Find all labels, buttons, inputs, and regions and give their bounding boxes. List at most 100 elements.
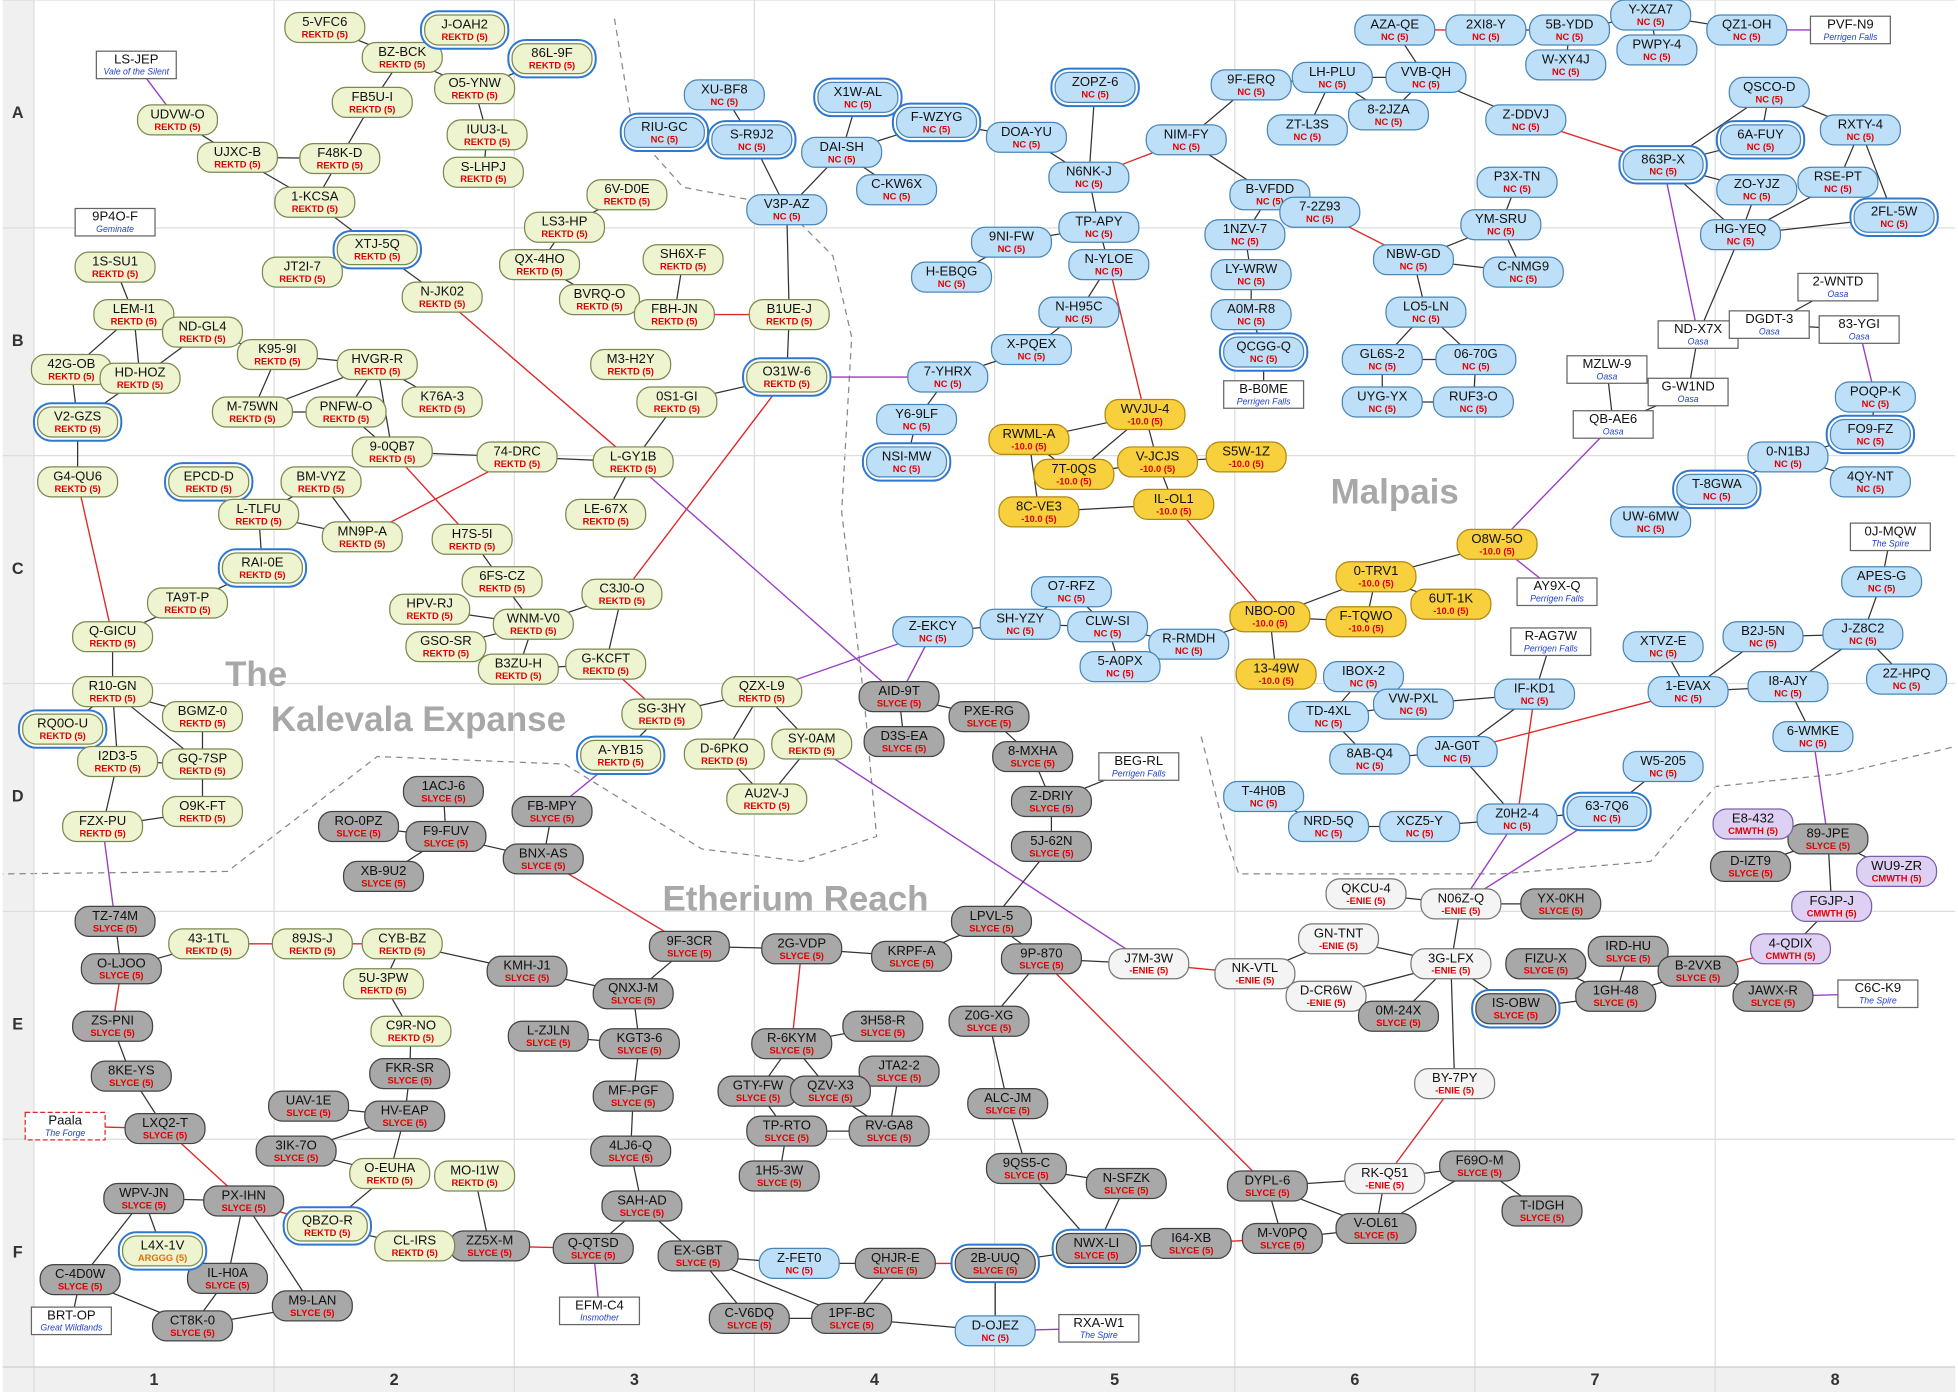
system[interactable]: J-Z8C2NC (5) [1823,619,1903,649]
system[interactable]: N-H95CNC (5) [1039,297,1119,327]
system[interactable]: 1-KCSAREKTD (5) [275,187,355,217]
system[interactable]: J7M-3W-ENIE (5) [1109,949,1189,979]
system[interactable]: V2-GZSREKTD (5) [34,403,121,440]
system[interactable]: 1NZV-7NC (5) [1205,220,1285,250]
system[interactable]: RSE-PTNC (5) [1798,167,1878,197]
system[interactable]: 6UT-1K-10.0 (5) [1411,589,1491,619]
system[interactable]: GN-TNT-ENIE (5) [1299,924,1379,954]
system[interactable]: POQP-KNC (5) [1835,382,1915,412]
system[interactable]: NK-VTL-ENIE (5) [1215,959,1295,989]
system[interactable]: IF-KD1NC (5) [1495,679,1575,709]
system[interactable]: NIM-FYNC (5) [1146,125,1226,155]
system[interactable]: QKCU-4-ENIE (5) [1326,879,1406,909]
system[interactable]: FO9-FZNC (5) [1827,416,1914,453]
system[interactable]: UJXC-BREKTD (5) [197,142,277,172]
system[interactable]: APES-GNC (5) [1842,567,1922,597]
system[interactable]: QCGG-QNC (5) [1220,333,1307,370]
system[interactable]: WVJU-4-10.0 (5) [1105,399,1185,429]
system[interactable]: NWX-LISLYCE (5) [1053,1230,1140,1267]
system[interactable]: NBO-O0-10.0 (5) [1230,602,1310,632]
system[interactable]: 4-QDIXCMWTH (5) [1751,934,1831,964]
system[interactable]: O-LJOOSLYCE (5) [81,954,161,984]
system[interactable]: O7-RFZNC (5) [1031,577,1111,607]
system[interactable]: O31W-6REKTD (5) [743,358,830,395]
system[interactable]: WPV-JNSLYCE (5) [104,1184,184,1214]
system[interactable]: YM-SRUNC (5) [1461,210,1541,240]
system[interactable]: M3-H2YREKTD (5) [591,350,671,380]
system[interactable]: 13-49W-10.0 (5) [1236,659,1316,689]
system[interactable]: AU2V-JREKTD (5) [727,784,807,814]
landmark[interactable]: BRT-OPGreat Wildlands [31,1307,111,1334]
system[interactable]: C-KW6XNC (5) [857,175,937,205]
system[interactable]: 6V-D0EREKTD (5) [587,180,667,210]
system[interactable]: BM-VYZREKTD (5) [281,467,361,497]
system[interactable]: 74-DRCREKTD (5) [477,442,557,472]
system[interactable]: BNX-ASSLYCE (5) [503,844,583,874]
system[interactable]: J-OAH2REKTD (5) [421,11,508,48]
system[interactable]: FB-MPYSLYCE (5) [512,796,592,826]
system[interactable]: B-2VXBSLYCE (5) [1658,956,1738,986]
system[interactable]: FB5U-IREKTD (5) [332,87,412,117]
system[interactable]: 5B-YDDNC (5) [1530,15,1610,45]
system[interactable]: CL-IRSREKTD (5) [375,1231,455,1261]
system[interactable]: G4-QU6REKTD (5) [38,467,118,497]
system[interactable]: 1-EVAXNC (5) [1648,677,1728,707]
system[interactable]: X1W-ALNC (5) [814,79,901,116]
system[interactable]: LEM-I1REKTD (5) [94,300,174,330]
system[interactable]: DOA-YUNC (5) [986,122,1066,152]
system[interactable]: 8AB-Q4NC (5) [1330,744,1410,774]
system[interactable]: N06Z-Q-ENIE (5) [1421,889,1501,919]
system[interactable]: 1PF-BCSLYCE (5) [812,1303,892,1333]
system[interactable]: 7T-0QS-10.0 (5) [1034,459,1114,489]
system[interactable]: K95-9IREKTD (5) [237,340,317,370]
system[interactable]: QHJR-ESLYCE (5) [855,1248,935,1278]
system[interactable]: LXQ2-TSLYCE (5) [125,1114,205,1144]
system[interactable]: H-EBQGNC (5) [912,262,992,292]
